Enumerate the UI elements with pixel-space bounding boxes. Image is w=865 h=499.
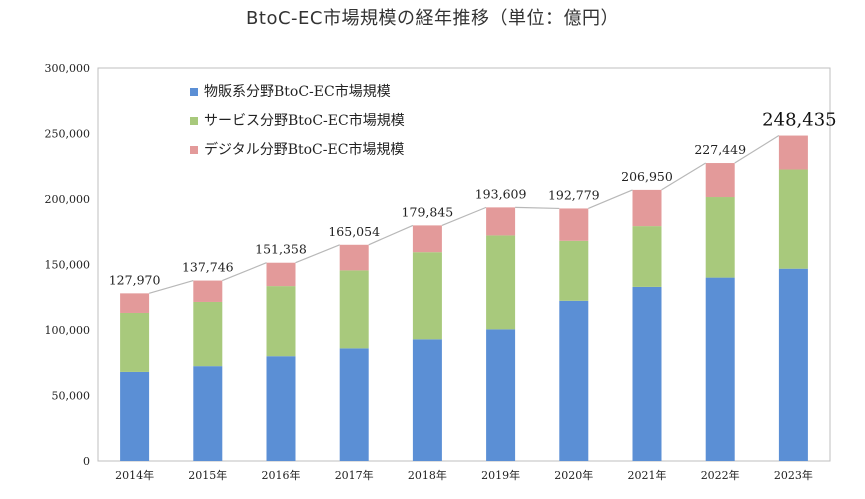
bar-segment-goods: [412, 339, 442, 461]
legend-label: サービス分野BtoC-EC市場規模: [204, 112, 405, 129]
x-tick-label: 2016年: [262, 468, 301, 482]
bar-segment-digital: [486, 207, 516, 236]
total-value-label: 206,950: [621, 169, 673, 184]
x-tick-label: 2022年: [701, 468, 740, 482]
trend-segment: [368, 224, 414, 246]
bar-segment-services: [559, 240, 589, 301]
total-value-label: 193,609: [475, 186, 527, 201]
chart-title: BtoC-EC市場規模の経年推移（単位：億円）: [246, 8, 619, 29]
y-tick-label: 250,000: [45, 128, 91, 141]
y-tick-label: 150,000: [45, 259, 91, 272]
x-tick-label: 2023年: [774, 468, 813, 482]
x-tick-label: 2014年: [115, 468, 154, 482]
bar-segment-goods: [705, 277, 735, 461]
trend-segment: [661, 162, 707, 191]
bar-segment-digital: [412, 225, 442, 253]
bar-segment-goods: [559, 300, 589, 461]
bar-segment-digital: [120, 293, 150, 313]
total-labels: 127,970 137,746 151,358 165,054 179,845 193,6…: [109, 110, 837, 288]
plot-frame: [97, 67, 831, 462]
y-tick-label: 200,000: [45, 193, 91, 206]
legend-swatch: [190, 88, 198, 96]
trend-segment: [588, 189, 633, 210]
bar-segment-goods: [632, 286, 662, 461]
x-tick-label: 2019年: [481, 468, 520, 482]
trend-segment: [295, 244, 340, 264]
trend-segment: [441, 206, 487, 226]
bar-segment-digital: [266, 262, 296, 287]
bar-segment-digital: [778, 135, 808, 170]
y-tick-label: 0: [83, 455, 90, 468]
x-tick-label: 2018年: [408, 468, 447, 482]
bar-segment-digital: [705, 163, 735, 198]
bar-segment-digital: [193, 280, 223, 302]
bar-segment-digital: [632, 189, 662, 227]
trend-segment: [148, 279, 194, 294]
trend-segment: [515, 206, 560, 210]
bar-segment-services: [778, 169, 808, 269]
x-axis-ticks: 2014年 2015年 2016年 2017年 2018年 2019年 2020年 2021年…: [115, 468, 813, 482]
total-value-label: 179,845: [402, 204, 454, 219]
trend-segment: [222, 262, 267, 282]
x-tick-label: 2021年: [628, 468, 667, 482]
x-tick-label: 2017年: [335, 468, 374, 482]
legend-label: 物販系分野BtoC-EC市場規模: [204, 83, 391, 100]
bar-segments: [120, 135, 808, 461]
bar-segment-services: [266, 286, 296, 357]
total-value-label: 227,449: [694, 142, 746, 157]
bar-segment-goods: [266, 356, 296, 461]
bar-segment-services: [193, 301, 223, 367]
bar-segment-services: [120, 312, 150, 372]
total-value-label: 248,435: [762, 110, 836, 131]
bar-segment-services: [412, 252, 442, 340]
bar-segment-services: [486, 235, 516, 330]
y-axis-ticks: 0 50,000 100,000 150,000 200,000 250,000 300,0…: [45, 62, 91, 468]
bar-segment-services: [339, 270, 369, 349]
legend: 物販系分野BtoC-EC市場規模サービス分野BtoC-EC市場規模デジタル分野B…: [190, 83, 405, 158]
y-tick-label: 100,000: [45, 324, 91, 337]
total-value-label: 137,746: [182, 260, 234, 275]
legend-swatch: [190, 117, 198, 125]
y-tick-label: 50,000: [52, 390, 91, 403]
total-value-label: 165,054: [328, 224, 380, 239]
bar-segment-goods: [339, 348, 369, 461]
bar-segment-goods: [120, 371, 150, 461]
bar-segment-goods: [193, 366, 223, 461]
trend-segment: [734, 135, 780, 164]
bar-segment-goods: [486, 329, 516, 461]
total-value-label: 151,358: [255, 242, 307, 257]
bar-segment-services: [632, 226, 662, 287]
legend-swatch: [190, 146, 198, 154]
legend-label: デジタル分野BtoC-EC市場規模: [204, 141, 404, 158]
x-tick-label: 2020年: [554, 468, 593, 482]
y-tick-label: 300,000: [45, 62, 91, 75]
bar-segment-digital: [559, 208, 589, 241]
total-value-label: 192,779: [548, 187, 600, 202]
bar-segment-goods: [778, 268, 808, 461]
x-tick-label: 2015年: [188, 468, 227, 482]
total-value-label: 127,970: [109, 272, 161, 287]
bar-segment-digital: [339, 244, 369, 271]
total-trend-line: [148, 135, 780, 294]
bar-segment-services: [705, 197, 735, 278]
